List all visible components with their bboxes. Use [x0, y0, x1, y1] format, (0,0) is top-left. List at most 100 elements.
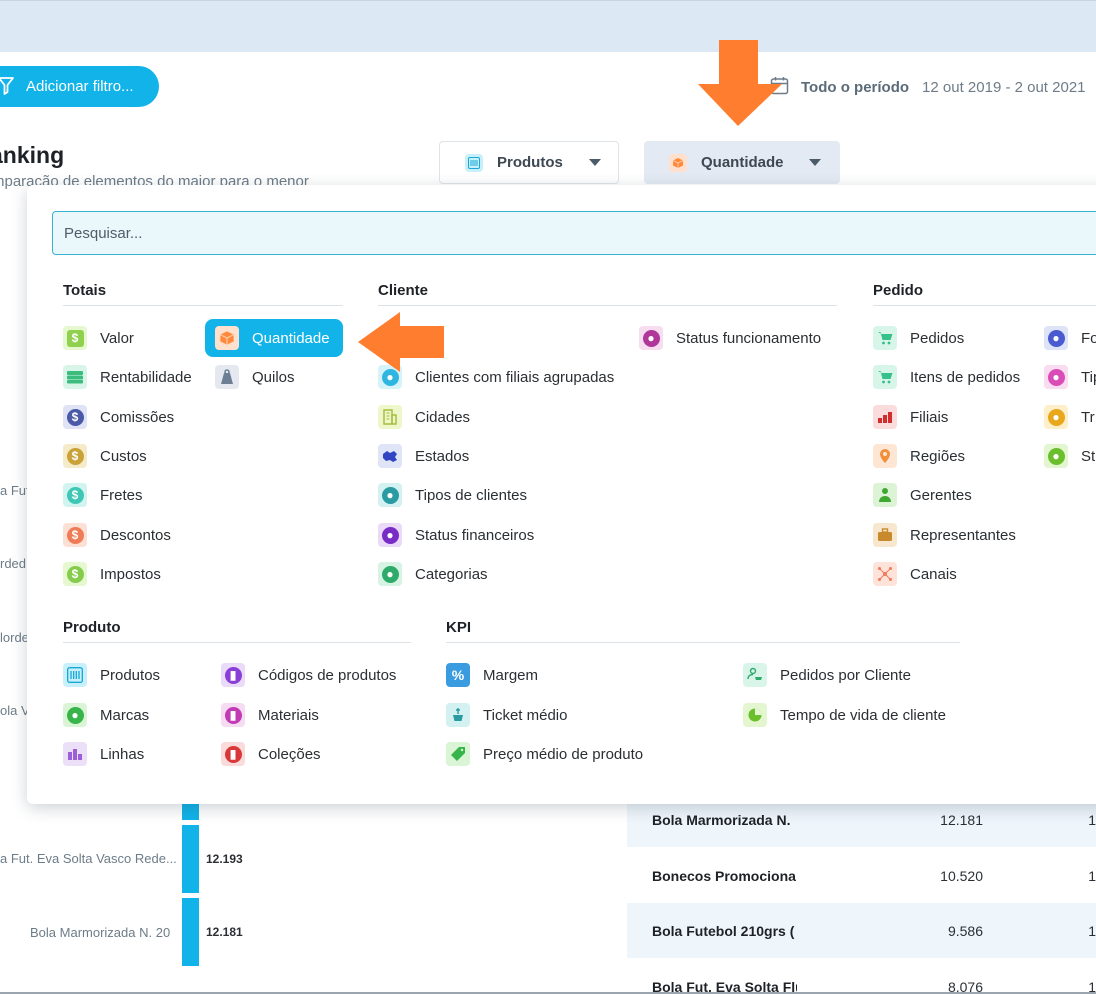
menu-item-margem[interactable]: % Margem [446, 663, 538, 687]
menu-item-ticket-medio[interactable]: Ticket médio [446, 703, 567, 727]
table-cell-name: Bola Fut. Eva Solta Flu [652, 978, 797, 994]
chart-bar [182, 825, 199, 893]
user-icon: ● [639, 326, 663, 350]
menu-item-quantidade[interactable]: Quantidade [205, 319, 343, 357]
cart-icon: ● [1044, 444, 1068, 468]
menu-item-produtos[interactable]: Produtos [63, 663, 160, 687]
section-title-kpi: KPI [446, 619, 472, 636]
menu-item-status-funcionamento[interactable]: ● Status funcionamento [639, 326, 821, 350]
map-region-icon [378, 444, 402, 468]
chart-bar [182, 898, 199, 966]
dimension-select[interactable]: Produtos [439, 141, 619, 184]
menu-item-pedidos[interactable]: Pedidos [873, 326, 964, 350]
add-filter-label: Adicionar filtro... [26, 78, 134, 95]
location-pin-icon [873, 444, 897, 468]
menu-item-pedidos-por-cliente[interactable]: Pedidos por Cliente [743, 663, 911, 687]
menu-item-fo[interactable]: ● Fo [1044, 326, 1096, 350]
cart-icon: ● [1044, 365, 1068, 389]
weight-icon [215, 365, 239, 389]
menu-item-tipos-clientes[interactable]: ● Tipos de clientes [378, 483, 527, 507]
dollar-icon: $ [63, 523, 87, 547]
menu-item-marcas[interactable]: ● Marcas [63, 703, 149, 727]
table-cell-name: Bola Futebol 210grs ( [652, 922, 795, 939]
menu-item-status-financeiros[interactable]: ● Status financeiros [378, 523, 534, 547]
divider [378, 305, 837, 306]
menu-item-tempo-vida-cliente[interactable]: Tempo de vida de cliente [743, 703, 946, 727]
arrow-left-icon [358, 312, 444, 372]
menu-item-categorias[interactable]: ● Categorias [378, 562, 488, 586]
menu-item-itens-pedidos[interactable]: Itens de pedidos [873, 365, 1020, 389]
menu-item-regioes[interactable]: Regiões [873, 444, 965, 468]
chart-label: Bola Marmorizada N. 20 [30, 925, 171, 940]
dollar-icon: $ [63, 444, 87, 468]
menu-item-impostos[interactable]: $ Impostos [63, 562, 161, 586]
barcode-icon [465, 153, 483, 172]
chart-label: lorde [0, 630, 29, 645]
menu-item-custos[interactable]: $ Custos [63, 444, 147, 468]
metric-select-value: Quantidade [701, 154, 784, 171]
table-row[interactable]: Bola Futebol 210grs ( 9.586 1 [627, 903, 1096, 958]
menu-item-representantes[interactable]: Representantes [873, 523, 1016, 547]
bar-chart-icon [873, 405, 897, 429]
network-icon [873, 562, 897, 586]
chart-label: a Fut. Eva Solta Vasco Rede... [0, 851, 177, 866]
table-cell-extra: 1 [1088, 867, 1096, 884]
barcode-icon: ▮ [221, 663, 245, 687]
dimension-select-value: Produtos [497, 154, 563, 171]
divider [446, 642, 960, 643]
box-icon [215, 326, 239, 350]
menu-item-comissoes[interactable]: $ Comissões [63, 405, 174, 429]
menu-item-quilos[interactable]: Quilos [215, 365, 295, 389]
percent-icon: % [446, 663, 470, 687]
caret-down-icon [808, 159, 821, 166]
add-filter-button[interactable]: Adicionar filtro... [0, 66, 159, 107]
menu-item-codigos-produtos[interactable]: ▮ Códigos de produtos [221, 663, 396, 687]
search-input[interactable] [52, 211, 1096, 255]
table-cell-name: Bola Marmorizada N. [652, 811, 791, 828]
metric-select[interactable]: Quantidade [644, 141, 840, 184]
menu-item-gerentes[interactable]: Gerentes [873, 483, 972, 507]
user-icon: ● [378, 562, 402, 586]
menu-item-rentabilidade[interactable]: Rentabilidade [63, 365, 192, 389]
dollar-icon: $ [63, 483, 87, 507]
menu-item-cidades[interactable]: Cidades [378, 405, 470, 429]
menu-item-tip[interactable]: ● Tip [1044, 365, 1096, 389]
menu-item-canais[interactable]: Canais [873, 562, 957, 586]
chart-label: rded [0, 556, 27, 571]
menu-item-st[interactable]: ● St [1044, 444, 1095, 468]
period-value: 12 out 2019 - 2 out 2021 [922, 79, 1086, 96]
section-title-cliente: Cliente [378, 282, 429, 299]
table-row[interactable]: Bola Fut. Eva Solta Flu 8.076 1 [627, 959, 1096, 994]
menu-item-tr[interactable]: ● Tr [1044, 405, 1095, 429]
menu-item-clientes-filiais[interactable]: ● Clientes com filiais agrupadas [378, 365, 614, 389]
section-title-pedido: Pedido [873, 282, 924, 299]
filter-icon [0, 77, 14, 99]
receipt-icon [446, 703, 470, 727]
menu-item-materiais[interactable]: ▮ Materiais [221, 703, 319, 727]
metric-dropdown-panel: Totais $ Valor Quantidade Rentabilidade … [27, 185, 1096, 804]
menu-item-valor[interactable]: $ Valor [63, 326, 134, 350]
table-cell-value: 10.520 [940, 867, 983, 884]
user-icon: ● [378, 523, 402, 547]
period-picker[interactable]: Todo o período 12 out 2019 - 2 out 2021 [770, 76, 1096, 99]
top-bar [0, 0, 1096, 52]
menu-item-fretes[interactable]: $ Fretes [63, 483, 143, 507]
chart-label: a Fut [0, 483, 30, 498]
divider [873, 305, 1096, 306]
menu-item-estados[interactable]: Estados [378, 444, 469, 468]
table-cell-extra: 1 [1088, 922, 1096, 939]
menu-item-preco-medio-produto[interactable]: Preço médio de produto [446, 742, 643, 766]
table-cell-value: 8.076 [947, 978, 983, 994]
menu-item-filiais[interactable]: Filiais [873, 405, 948, 429]
menu-item-descontos[interactable]: $ Descontos [63, 523, 171, 547]
tag-icon: ● [63, 703, 87, 727]
table-row[interactable]: Bonecos Promociona 10.520 1 [627, 848, 1096, 903]
page-title: anking [0, 142, 65, 168]
table-cell-name: Bonecos Promociona [652, 867, 796, 884]
table-cell-value: 12.181 [940, 811, 983, 828]
material-icon: ▮ [221, 703, 245, 727]
divider [63, 642, 411, 643]
menu-item-linhas[interactable]: Linhas [63, 742, 144, 766]
menu-item-colecoes[interactable]: ▮ Coleções [221, 742, 321, 766]
arrow-down-icon [698, 40, 782, 126]
